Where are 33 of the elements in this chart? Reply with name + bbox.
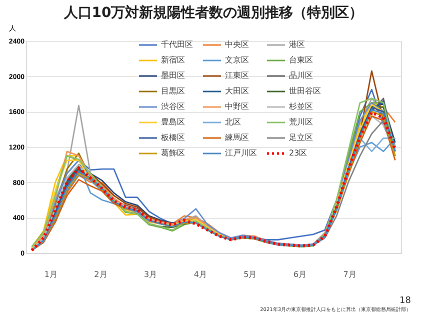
legend-label: 墨田区 [161, 71, 185, 80]
text: 6月 [293, 270, 307, 279]
legend-label: 江東区 [225, 71, 249, 80]
legend-label: 渋谷区 [161, 102, 185, 111]
legend-label: 江戸川区 [225, 148, 257, 158]
legend-label: 練馬区 [224, 133, 249, 142]
legend-label: 千代田区 [161, 40, 193, 49]
legend-label: 中央区 [225, 40, 249, 49]
legend-label: 文京区 [225, 56, 249, 64]
chart-title: 人口10万対新規陽性者数の週別推移（特別区） [62, 4, 364, 21]
legend-label: 葛飾区 [161, 148, 185, 158]
text: 5月 [244, 270, 257, 279]
text: 2月 [94, 270, 108, 279]
text: 7月 [343, 270, 356, 279]
text: 4月 [194, 270, 207, 279]
legend-label: 台東区 [289, 56, 313, 64]
legend-label: 港区 [289, 40, 305, 49]
legend-label: 23区 [289, 148, 308, 158]
legend-label: 板橋区 [160, 133, 185, 142]
legend-label: 大田区 [225, 86, 249, 96]
text: 3月 [144, 270, 158, 279]
legend-label: 豊島区 [161, 118, 185, 126]
legend-label: 杉並区 [288, 102, 313, 111]
text: 18 [400, 296, 412, 306]
text: 1月 [44, 270, 58, 279]
legend-label: 品川区 [289, 71, 313, 80]
legend-label: 中野区 [225, 102, 249, 111]
legend-label: 世田谷区 [289, 86, 321, 96]
legend-label: 北区 [225, 118, 241, 126]
legend-label: 足立区 [289, 133, 313, 142]
legend-label: 荒川区 [289, 118, 313, 126]
legend-label: 目黒区 [161, 86, 185, 96]
legend-label: 新宿区 [161, 56, 185, 64]
